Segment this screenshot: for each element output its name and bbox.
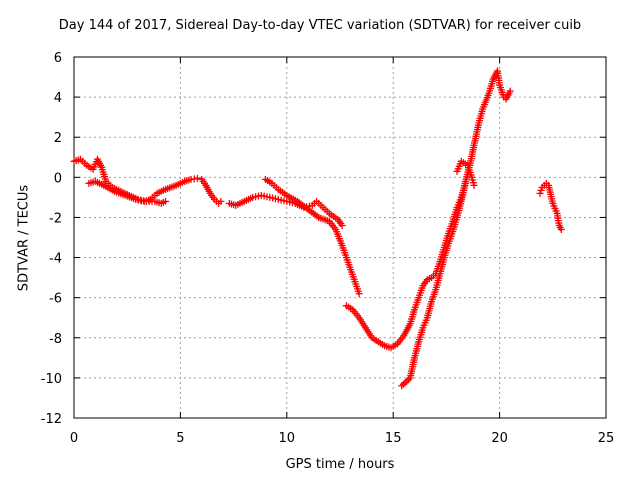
series-arc-F [398, 67, 514, 390]
series-arc-D [262, 175, 363, 298]
plot-frame [73, 56, 607, 419]
x-tick-label: 20 [491, 431, 508, 446]
y-tick-label: -6 [49, 292, 62, 307]
y-axis-label: SDTVAR / TECUs [16, 184, 32, 292]
y-tick-label: -10 [41, 372, 62, 387]
axis-ticks: 0 5 10 15 20 25 -12 -10 -8 -6 -4 -2 0 2 4 6 [41, 51, 615, 446]
data-point [399, 380, 407, 388]
data-point [506, 87, 514, 95]
data-point [557, 225, 565, 233]
x-tick-label: 25 [598, 431, 615, 446]
data-point [470, 181, 478, 189]
y-tick-label: -2 [49, 211, 62, 226]
data-point [537, 186, 545, 194]
data-point [398, 382, 406, 390]
series-arc-A [70, 155, 170, 207]
data-point [536, 189, 544, 197]
series-arc-H [536, 179, 565, 233]
data-point [401, 379, 409, 387]
x-tick-label: 0 [70, 431, 78, 446]
data-point [193, 174, 201, 182]
x-axis-label: GPS time / hours [285, 457, 395, 472]
series-arc-G [453, 157, 478, 189]
data-point [217, 197, 225, 205]
y-tick-label: 0 [54, 171, 62, 186]
y-tick-label: -8 [49, 332, 62, 347]
x-tick-label: 5 [176, 431, 184, 446]
data-point [162, 197, 170, 205]
chart-title: Day 144 of 2017, Sidereal Day-to-day VTE… [58, 18, 582, 33]
y-tick-label: 6 [54, 51, 62, 66]
x-tick-label: 10 [279, 431, 296, 446]
grid [74, 57, 606, 418]
y-tick-label: -12 [41, 412, 62, 427]
data-point [403, 377, 411, 385]
series-arc-E [342, 179, 470, 352]
data-marks [70, 67, 565, 390]
y-tick-label: -4 [49, 252, 62, 267]
y-tick-label: 2 [54, 131, 62, 146]
y-tick-label: 4 [54, 91, 62, 106]
data-point [355, 290, 363, 298]
x-tick-label: 15 [385, 431, 402, 446]
data-point [338, 221, 346, 229]
series-arc-B [85, 174, 225, 207]
